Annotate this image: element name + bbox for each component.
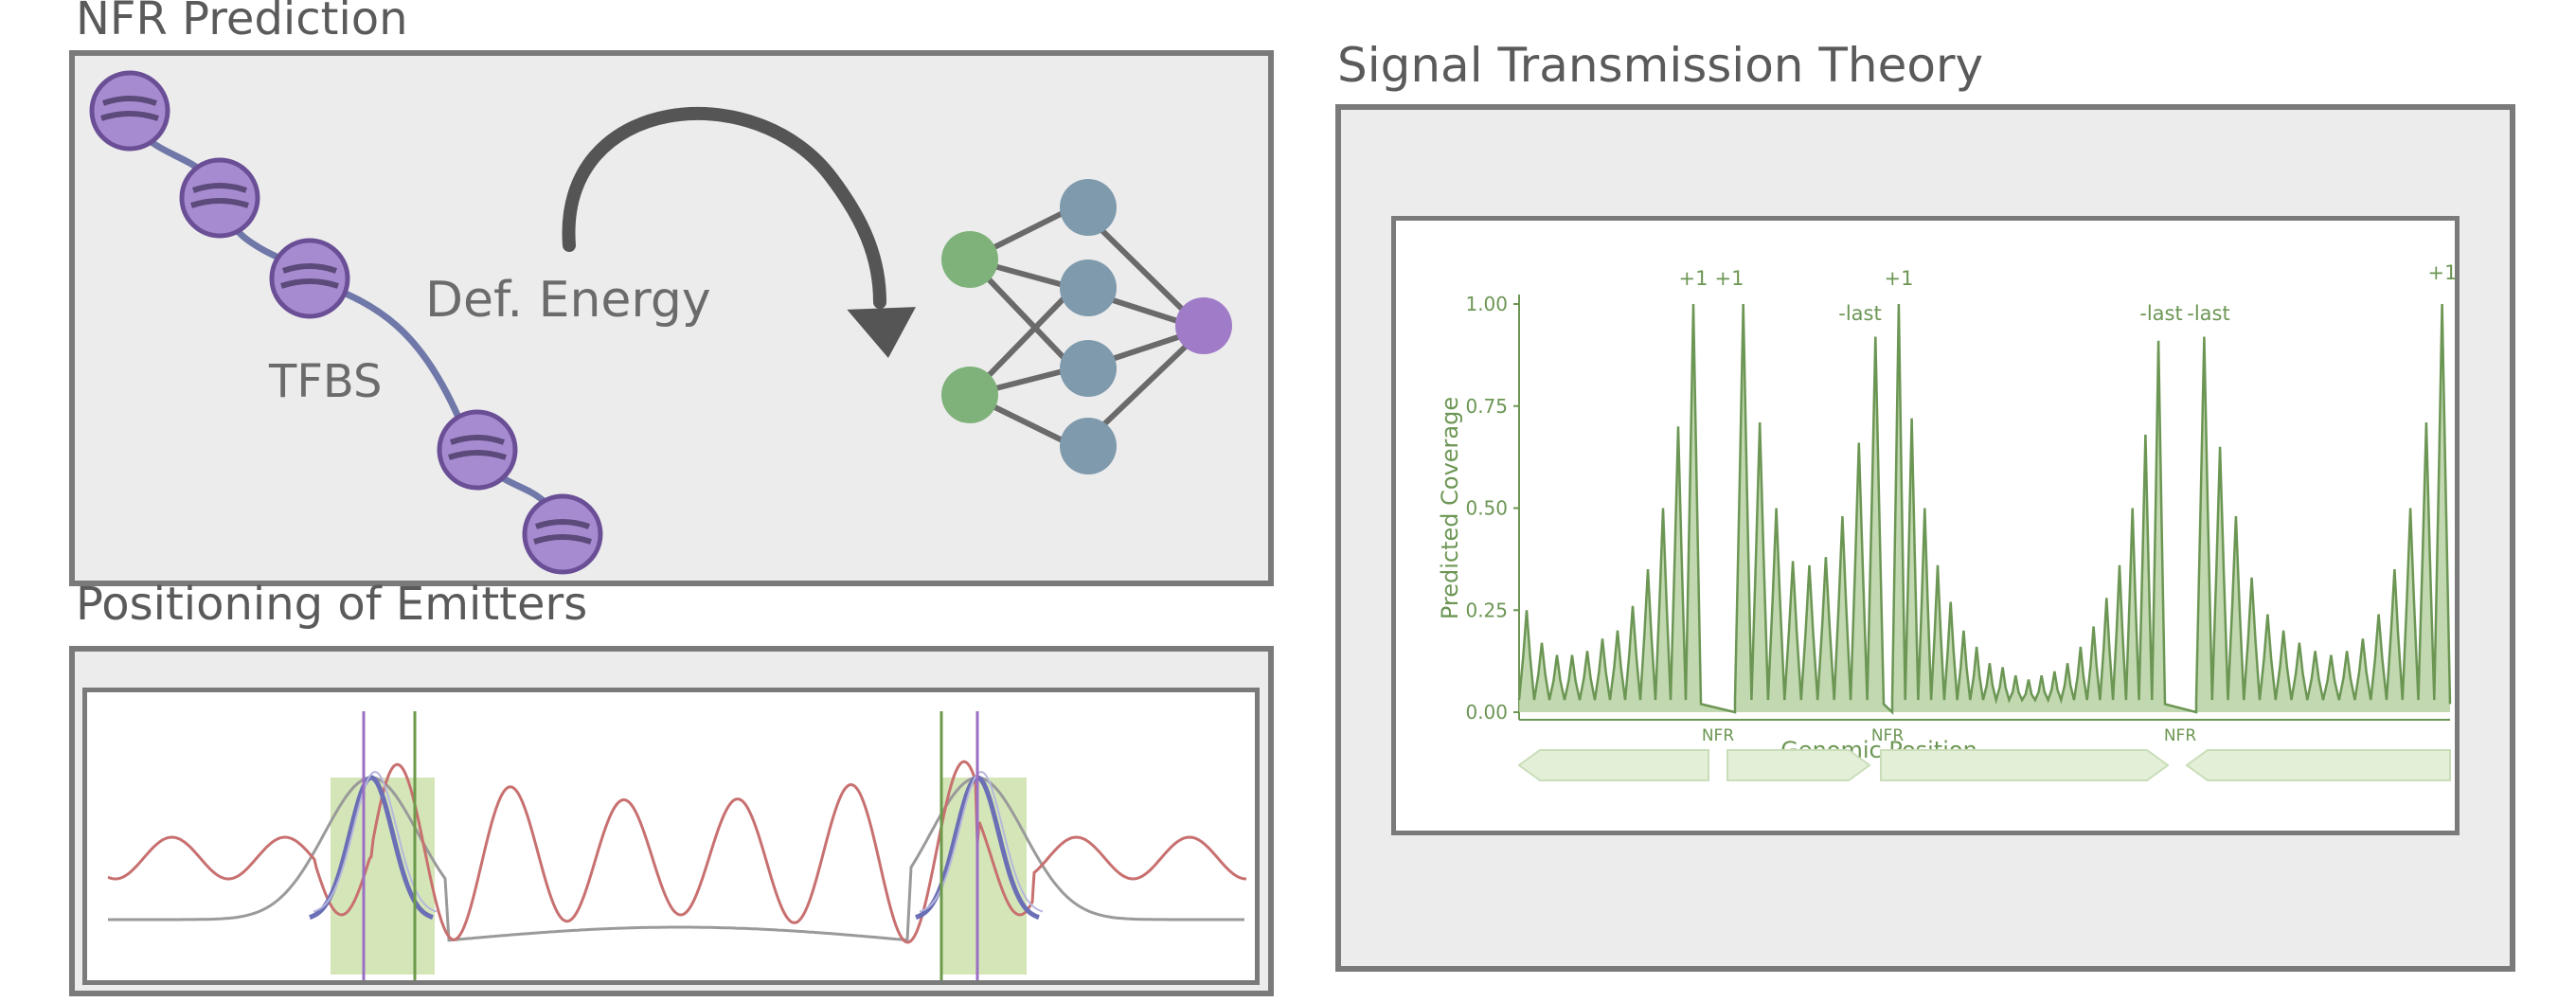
nfr-prediction-illustration: TFBS Def. Energy: [89, 70, 1232, 575]
nucleosome-icon: [179, 157, 260, 239]
peak-label: -last: [2187, 302, 2229, 325]
y-tick-label: 1.00: [1465, 293, 1508, 315]
peak-label: +1: [1885, 267, 1914, 290]
nucleosome-icon: [437, 409, 518, 491]
y-tick-label: 0.25: [1465, 599, 1508, 621]
emitter-region-right: [941, 778, 1027, 975]
nucleosome-icon: [89, 70, 170, 152]
def-energy-label: Def. Energy: [425, 272, 711, 329]
nfr-label: NFR: [1871, 726, 1904, 745]
y-tick-label: 0.50: [1465, 497, 1508, 520]
direction-arrow-left-2: [2185, 749, 2451, 781]
signal-transmission-title: Signal Transmission Theory: [1337, 38, 1984, 93]
y-axis-label: Predicted Coverage: [1437, 397, 1463, 619]
peak-label: -last: [1838, 302, 1881, 325]
nfr-prediction-title: NFR Prediction: [76, 0, 408, 45]
nfr-label: NFR: [2164, 726, 2196, 745]
peak-label: +1: [2428, 261, 2458, 284]
emitter-region-left: [331, 778, 435, 975]
y-tick-label: 0.00: [1465, 701, 1508, 724]
y-tick-label: 0.75: [1465, 395, 1508, 418]
coverage-chart-frame: 0.00 0.25 0.50 0.75 1.00 Predicted Coverage Ge…: [1391, 216, 2460, 835]
coverage-area: [1519, 304, 2450, 712]
tfbs-label: TFBS: [268, 355, 382, 408]
oscillation-wave: [107, 760, 1247, 944]
direction-arrow-right-1: [1726, 749, 1871, 781]
nfr-label: NFR: [1702, 726, 1734, 745]
direction-arrow-left-1: [1517, 749, 1709, 781]
emitters-plot: [107, 711, 1247, 980]
nfr-prediction-panel: TFBS Def. Energy: [69, 50, 1274, 586]
nucleosome-icon: [522, 493, 603, 575]
signal-transmission-panel: 0.00 0.25 0.50 0.75 1.00 Predicted Coverage Ge…: [1335, 104, 2515, 972]
peak-label: -last: [2139, 302, 2182, 325]
positioning-of-emitters-panel: [69, 646, 1274, 996]
nucleosome-icon: [269, 238, 350, 319]
positioning-of-emitters-title: Positioning of Emitters: [76, 578, 588, 631]
baseline-curve: [108, 776, 1244, 942]
curved-arrow-icon: [562, 107, 917, 359]
direction-arrow-right-2: [1880, 749, 2170, 781]
coverage-line: [1517, 303, 2452, 715]
peak-label: +1: [1679, 267, 1708, 290]
peak-label: +1: [1715, 267, 1744, 290]
emitters-plot-frame: [82, 688, 1260, 985]
neural-network-icon: [941, 179, 1232, 474]
